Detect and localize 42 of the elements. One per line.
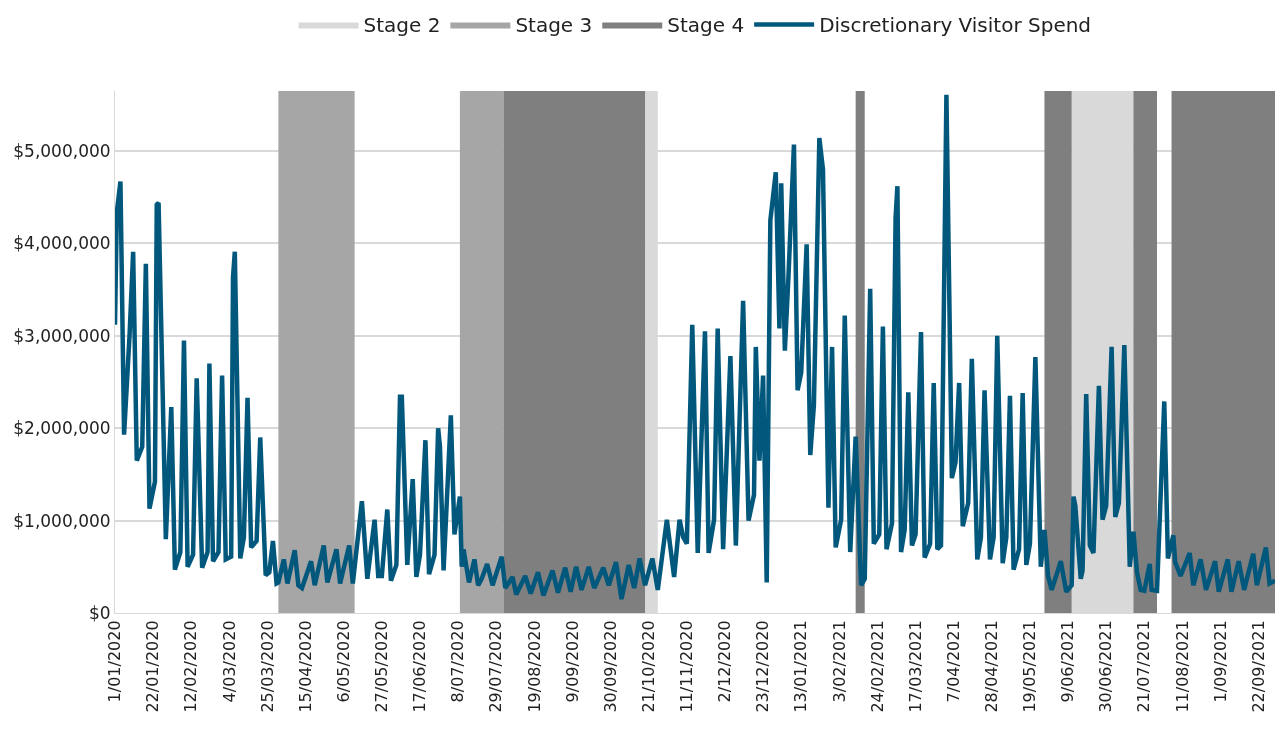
x-tick-label: 6/05/2020 xyxy=(333,620,353,703)
x-tick-label: 30/09/2020 xyxy=(600,620,620,713)
x-tick-label: 1/01/2020 xyxy=(105,620,125,703)
x-tick-label: 13/01/2021 xyxy=(791,620,811,713)
x-tick-label: 22/01/2020 xyxy=(143,620,163,713)
x-tick-label: 11/08/2021 xyxy=(1172,620,1192,713)
y-tick-label: $2,000,000 xyxy=(13,418,111,439)
x-tick-label: 28/04/2021 xyxy=(982,620,1002,713)
x-tick-label: 17/03/2021 xyxy=(905,620,925,713)
y-tick-label: $3,000,000 xyxy=(13,325,111,346)
x-tick-label: 8/07/2020 xyxy=(448,620,468,703)
legend-label: Discretionary Visitor Spend xyxy=(819,13,1092,38)
x-tick-label: 7/04/2021 xyxy=(943,620,963,703)
y-tick-label: $0 xyxy=(88,602,111,623)
line-series xyxy=(115,92,1275,602)
x-tick-label: 17/06/2020 xyxy=(410,620,430,713)
x-tick-label: 19/08/2020 xyxy=(524,620,544,713)
x-tick-label: 24/02/2021 xyxy=(867,620,887,713)
x-tick-label: 27/05/2020 xyxy=(372,620,392,713)
x-tick-label: 11/11/2020 xyxy=(677,620,697,713)
x-tick-label: 25/03/2020 xyxy=(257,620,277,713)
x-tick-label: 23/12/2020 xyxy=(753,620,773,713)
x-tick-label: 9/09/2020 xyxy=(562,620,582,703)
x-tick-label: 2/12/2020 xyxy=(715,620,735,703)
legend-label: Stage 2 xyxy=(363,13,441,38)
legend-label: Stage 4 xyxy=(667,13,745,38)
x-tick-label: 19/05/2021 xyxy=(1020,620,1040,713)
x-tick-label: 4/03/2020 xyxy=(219,620,239,703)
x-tick-label: 21/07/2021 xyxy=(1134,620,1154,713)
x-tick-label: 21/10/2020 xyxy=(638,620,658,713)
x-tick-label: 3/02/2021 xyxy=(829,620,849,703)
y-tick-label: $5,000,000 xyxy=(13,141,111,161)
x-tick-label: 30/06/2021 xyxy=(1096,620,1116,713)
legend-label: Stage 3 xyxy=(515,13,593,38)
y-tick-label: $1,000,000 xyxy=(13,510,111,531)
x-tick-label: 29/07/2020 xyxy=(486,620,506,713)
x-tick-label: 15/04/2020 xyxy=(295,620,315,713)
x-tick-label: 22/09/2021 xyxy=(1248,620,1268,713)
x-tick-label: 9/06/2021 xyxy=(1058,620,1078,703)
x-tick-label: 1/09/2021 xyxy=(1210,620,1230,703)
y-tick-label: $4,000,000 xyxy=(13,233,111,254)
x-tick-label: 12/02/2020 xyxy=(181,620,201,713)
